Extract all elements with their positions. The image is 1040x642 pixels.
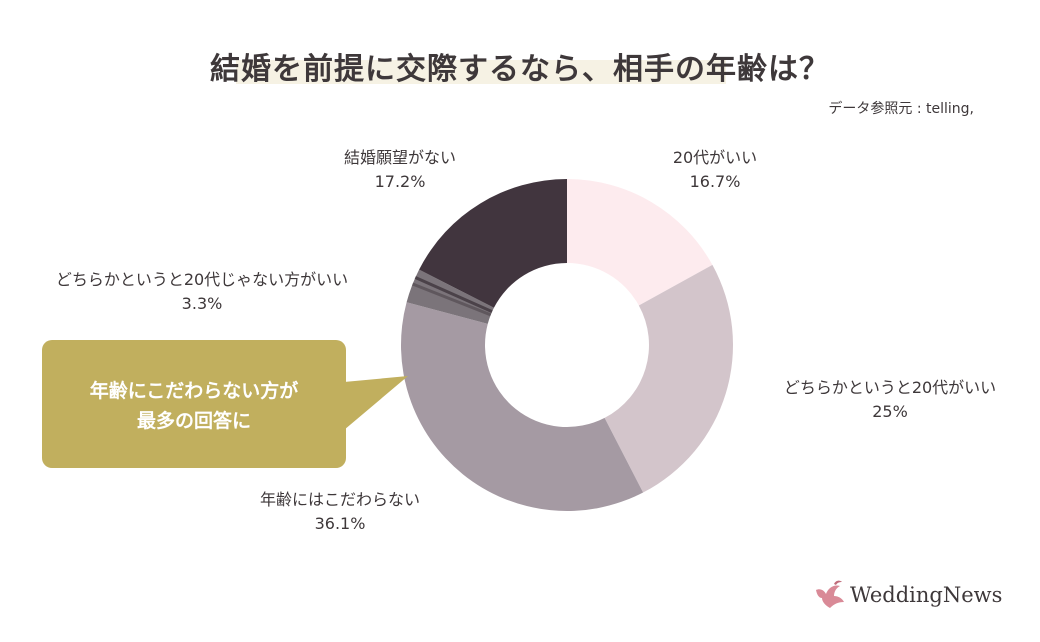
slice-3-bands <box>412 276 493 317</box>
donut-slice-4 <box>419 179 567 308</box>
slice-value-2: 36.1% <box>314 514 366 533</box>
slice-value-1: 25% <box>872 402 908 421</box>
callout-line-2: 最多の回答に <box>136 410 251 432</box>
donut-slice-2 <box>401 302 644 511</box>
slice-3-band-1 <box>414 276 493 314</box>
slice-value-3: 3.3% <box>181 294 223 313</box>
callout-line-1: 年齢にこだわらない方が <box>89 380 299 402</box>
source-note: データ参照元 : telling, <box>828 101 974 117</box>
dove-icon <box>816 580 844 608</box>
slice-label-4: 結婚願望がない 17.2% <box>300 146 500 194</box>
callout-bubble <box>42 340 346 468</box>
title-highlight <box>236 60 726 84</box>
slice-category-3: どちらかというと20代じゃない方がいい <box>55 270 349 289</box>
slice-3-band-0 <box>412 282 492 317</box>
slice-label-2: 年齢にはこだわらない 36.1% <box>240 488 440 536</box>
logo-text: WeddingNews <box>850 583 1003 607</box>
donut-slice-1 <box>604 264 733 493</box>
slice-label-3: どちらかというと20代じゃない方がいい 3.3% <box>22 268 382 316</box>
slice-category-0: 20代がいい <box>672 148 758 167</box>
slice-label-1: どちらかというと20代がいい 25% <box>750 376 1030 424</box>
slice-category-2: 年齢にはこだわらない <box>259 490 420 509</box>
wedding-news-logo: WeddingNews <box>812 578 1002 612</box>
slice-category-4: 結婚願望がない <box>343 148 456 167</box>
slice-value-4: 17.2% <box>374 172 426 191</box>
slice-label-0: 20代がいい 16.7% <box>650 146 780 194</box>
slice-value-0: 16.7% <box>689 172 741 191</box>
slice-category-1: どちらかというと20代がいい <box>783 378 997 397</box>
callout-text: 年齢にこだわらない方が 最多の回答に <box>42 376 346 436</box>
donut-slice-0 <box>567 179 713 306</box>
page-title: 結婚を前提に交際するなら、相手の年齢は？ <box>210 52 830 87</box>
